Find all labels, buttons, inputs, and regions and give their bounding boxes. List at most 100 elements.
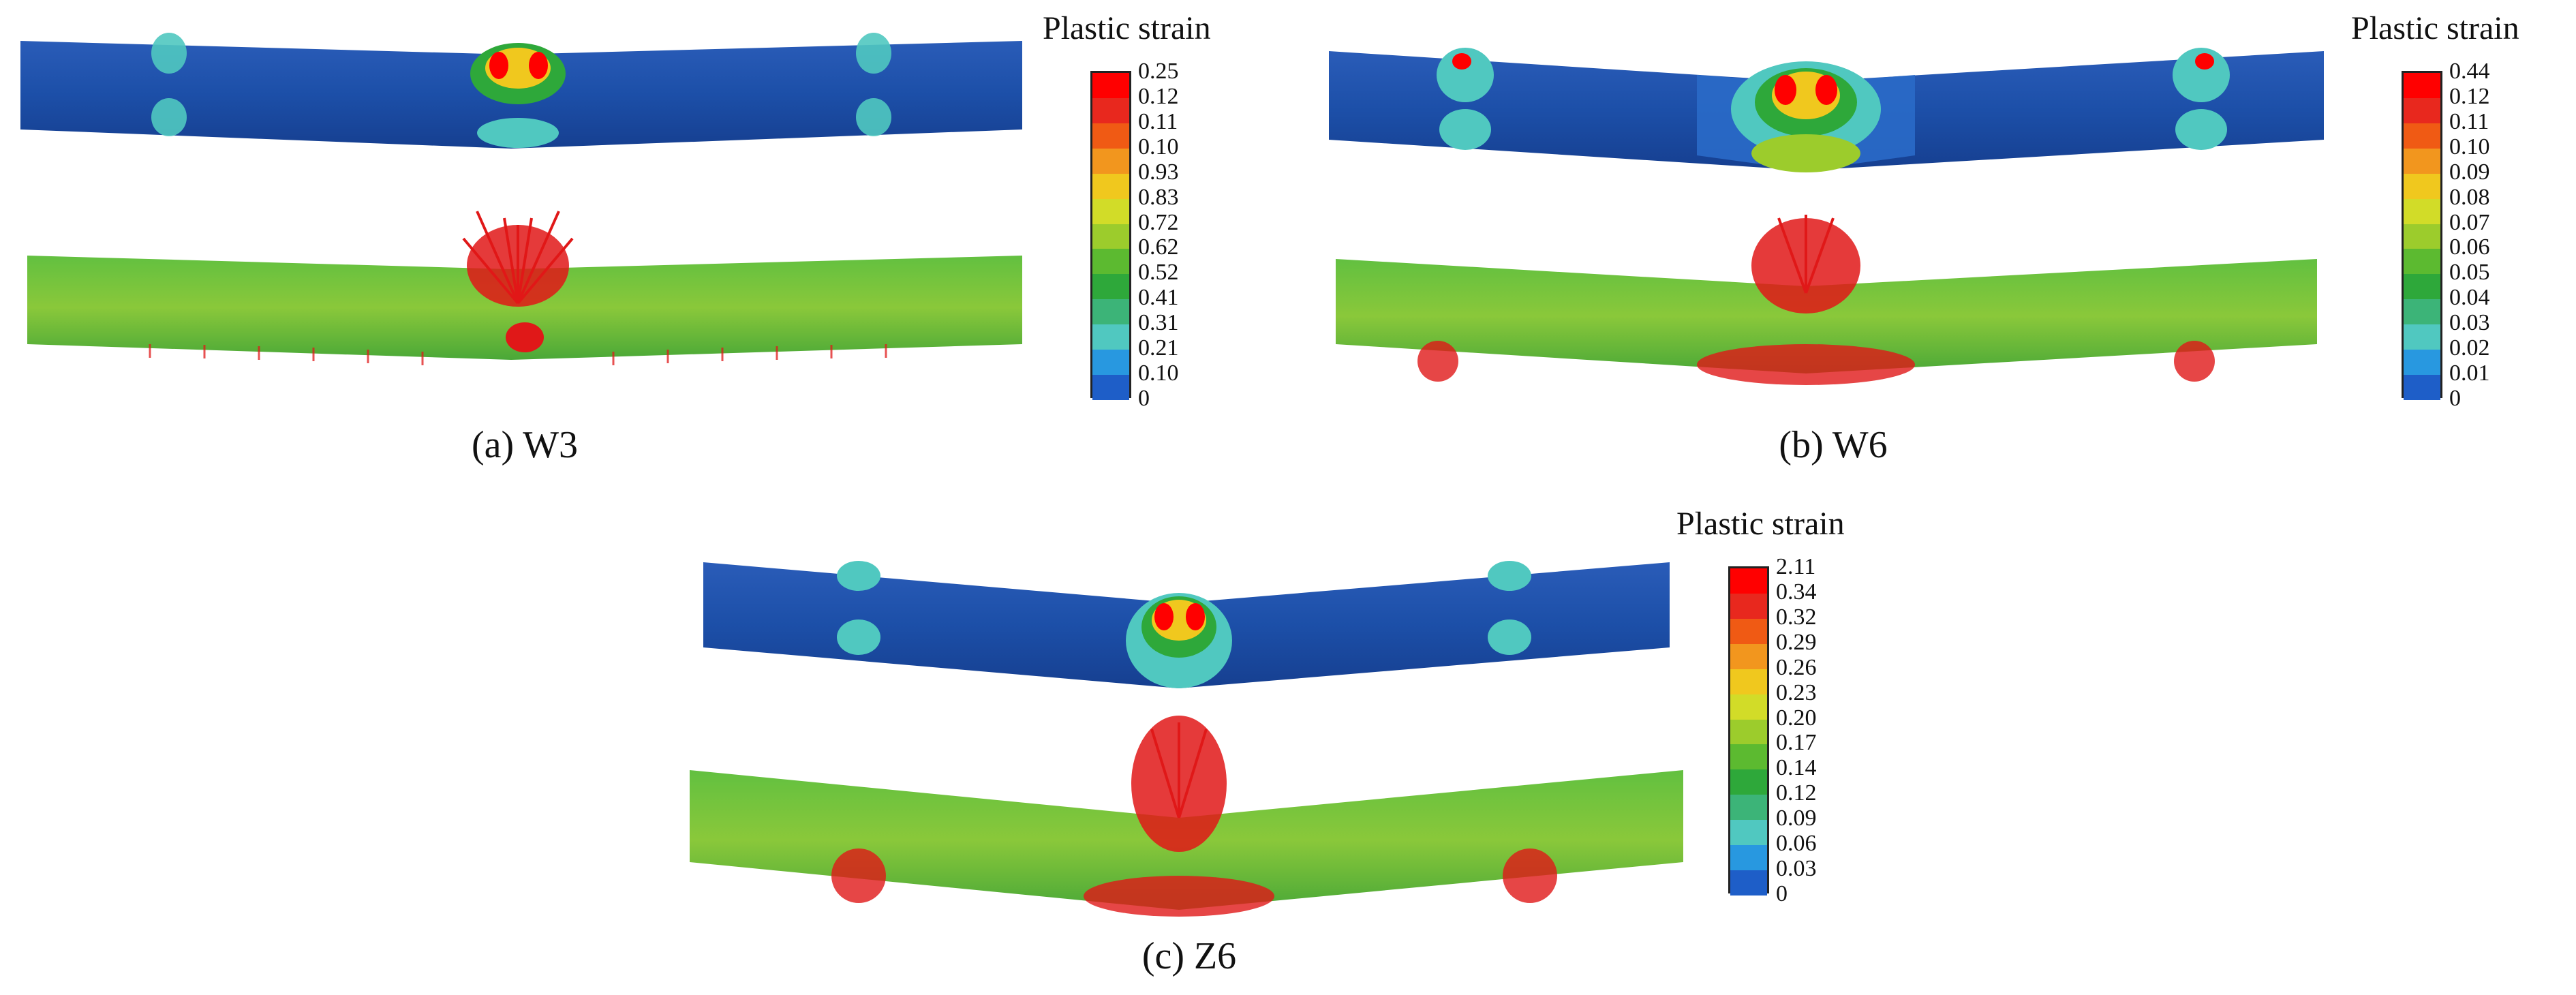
legend-swatch: [2404, 274, 2440, 300]
legend-label: 0.72: [1138, 209, 1179, 235]
legend-label: 0.17: [1776, 730, 1817, 756]
legend-title-w6: Plastic strain: [2351, 10, 2519, 46]
legend-label: 0.10: [1138, 361, 1179, 386]
legend-w6: Plastic strain 0.44 0.12 0.11 0.10 0.09 0.08 0…: [2344, 10, 2576, 411]
legend-label: 0.25: [1138, 59, 1179, 84]
legend-swatch: [2404, 324, 2440, 350]
legend-swatch: [2404, 375, 2440, 401]
legend-label: 0.41: [1138, 285, 1179, 311]
legend-label: 0.83: [1138, 184, 1179, 210]
caption-w6: (b) W6: [1779, 424, 1888, 466]
panel-z6: [675, 504, 1711, 927]
legend-label: 0.62: [1138, 234, 1179, 260]
w6-arrows: [1777, 215, 1835, 294]
legend-swatch: [1092, 73, 1129, 99]
legend-bar-w3: [1090, 71, 1131, 401]
legend-label: 0.11: [1138, 108, 1178, 134]
legend-swatch: [1730, 593, 1767, 619]
w3-hotspot-left: [151, 33, 187, 74]
z6-arrows: [1150, 722, 1208, 818]
legend-swatch: [1730, 769, 1767, 795]
legend-label: 0.10: [2449, 134, 2490, 159]
legend-swatch: [2404, 249, 2440, 275]
legend-swatch: [1092, 375, 1129, 401]
panel-w3: [0, 0, 1295, 491]
legend-swatch: [1092, 224, 1129, 249]
legend-swatch: [1730, 744, 1767, 770]
legend-label: 0.20: [1776, 705, 1817, 731]
legend-swatch: [1730, 870, 1767, 896]
legend-label: 0.12: [2449, 83, 2490, 109]
legend-swatch: [2404, 224, 2440, 249]
legend-swatch: [1730, 845, 1767, 871]
legend-label: 0.08: [2449, 184, 2490, 210]
legend-bar-w6: [2402, 71, 2442, 401]
legend-swatch: [1092, 97, 1129, 124]
legend-label: 0.03: [1776, 856, 1817, 882]
legend-label: 0.06: [1776, 831, 1817, 857]
legend-w3: Plastic strain 0.25 0.12 0.11 0.10 0.93 0.83 0…: [1043, 10, 1247, 411]
legend-label: 0.23: [1776, 679, 1817, 705]
legend-label: 2.11: [1776, 554, 1816, 579]
legend-label: 0.93: [1138, 159, 1179, 185]
legend-swatch: [1092, 148, 1129, 174]
legend-label: 0.09: [2449, 159, 2490, 185]
legend-swatch: [2404, 173, 2440, 200]
legend-label: 0.32: [1776, 604, 1817, 630]
legend-swatch: [1092, 173, 1129, 200]
legend-swatch: [1092, 350, 1129, 376]
w3-arrow-tube: [27, 256, 1022, 360]
legend-swatch: [1092, 274, 1129, 300]
w6-hotspot-left: [1437, 48, 1494, 102]
legend-swatch: [1730, 719, 1767, 745]
legend-label: 0.44: [2449, 59, 2490, 84]
legend-swatch: [1730, 568, 1767, 594]
legend-title-z6: Plastic strain: [1676, 506, 1845, 542]
w6-arrow-tube: [1336, 259, 2317, 373]
legend-bar-z6: [1728, 566, 1769, 896]
w3-hotspot-right: [856, 33, 891, 74]
legend-label: 0.07: [2449, 209, 2490, 235]
legend-label: 0.09: [1776, 806, 1817, 831]
legend-label: 0: [1138, 386, 1150, 411]
legend-swatch: [1730, 669, 1767, 695]
legend-label: 0.03: [2449, 310, 2490, 336]
legend-label: 0.06: [2449, 234, 2490, 260]
legend-label: 0: [1776, 881, 1788, 906]
caption-w3: (a) W3: [472, 424, 578, 466]
legend-label: 0: [2449, 386, 2461, 411]
panel-w6: [1315, 0, 2576, 491]
legend-label: 0.34: [1776, 579, 1817, 604]
legend-label: 0.31: [1138, 310, 1179, 336]
legend-swatch: [2404, 97, 2440, 124]
legend-label: 0.14: [1776, 755, 1817, 781]
legend-label: 0.04: [2449, 285, 2490, 311]
legend-label: 0.12: [1776, 780, 1817, 806]
legend-swatch: [1092, 324, 1129, 350]
legend-label: 0.05: [2449, 260, 2490, 286]
legend-label: 0.29: [1776, 629, 1817, 655]
z6-hotspot-left: [837, 561, 880, 591]
z6-contour-figure: [690, 561, 1683, 917]
legend-swatch: [1730, 795, 1767, 821]
legend-label: 0.11: [2449, 108, 2489, 134]
legend-swatch: [1730, 694, 1767, 720]
legend-swatch: [1092, 249, 1129, 275]
legend-label: 0.12: [1138, 83, 1179, 109]
legend-label: 0.02: [2449, 335, 2490, 361]
legend-title-w3: Plastic strain: [1043, 10, 1211, 46]
legend-label: 0.10: [1138, 134, 1179, 159]
legend-label: 0.01: [2449, 361, 2490, 386]
legend-swatch: [1730, 643, 1767, 670]
legend-swatch: [2404, 299, 2440, 325]
legend-z6: Plastic strain 2.11 0.34 0.32 0.29 0.26 0.23 0…: [1676, 506, 1908, 906]
caption-z6: (c) Z6: [1141, 935, 1237, 977]
legend-label: 0.52: [1138, 260, 1179, 286]
w6-contour-figure: [1329, 48, 2324, 385]
legend-swatch: [1092, 198, 1129, 225]
legend-swatch: [1730, 618, 1767, 645]
legend-swatch: [2404, 198, 2440, 225]
legend-swatch: [2404, 350, 2440, 376]
legend-swatch: [2404, 123, 2440, 149]
legend-label: 0.26: [1776, 654, 1817, 680]
